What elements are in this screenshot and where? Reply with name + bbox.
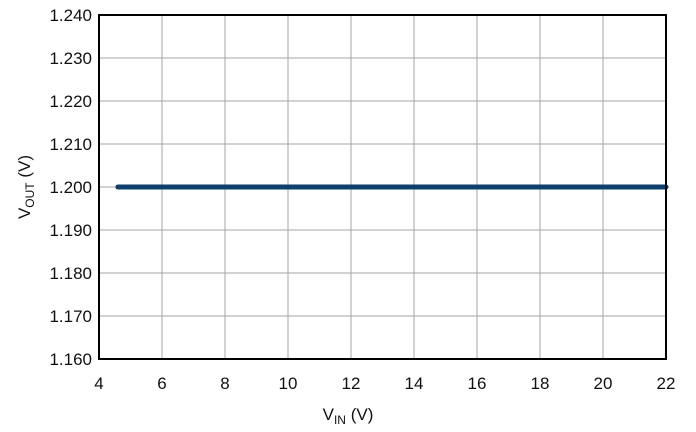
y-axis-label: VOUT (V)	[15, 155, 37, 219]
y-tick-label: 1.240	[49, 6, 92, 25]
x-tick-label: 18	[531, 374, 550, 393]
y-tick-label: 1.160	[49, 350, 92, 369]
plot-frame	[98, 14, 667, 360]
x-tick-label: 22	[657, 374, 676, 393]
x-tick-label: 20	[594, 374, 613, 393]
y-tick-label: 1.210	[49, 135, 92, 154]
x-tick-label: 12	[342, 374, 361, 393]
x-axis-label-unit: (V)	[346, 405, 373, 424]
y-tick-label: 1.230	[49, 49, 92, 68]
x-axis-label-sub: IN	[334, 413, 346, 427]
x-tick-label: 10	[279, 374, 298, 393]
x-axis-label: VIN (V)	[323, 405, 374, 427]
y-axis-label-sub: OUT	[23, 182, 37, 208]
x-tick-label: 8	[220, 374, 229, 393]
x-tick-labels: 4 6 8 10 12 14 16 18 20 22	[94, 374, 675, 393]
y-tick-label: 1.190	[49, 221, 92, 240]
x-tick-label: 14	[405, 374, 424, 393]
y-axis-label-main: V	[15, 207, 34, 219]
y-tick-label: 1.200	[49, 178, 92, 197]
x-tick-label: 6	[157, 374, 166, 393]
y-tick-label: 1.220	[49, 92, 92, 111]
y-tick-labels: 1.160 1.170 1.180 1.190 1.200 1.210 1.220 1.230…	[49, 6, 92, 369]
x-tick-label: 4	[94, 374, 103, 393]
x-tick-label: 16	[468, 374, 487, 393]
y-axis-label-unit: (V)	[15, 155, 34, 182]
x-axis-label-main: V	[323, 405, 335, 424]
y-tick-label: 1.180	[49, 264, 92, 283]
y-tick-label: 1.170	[49, 307, 92, 326]
